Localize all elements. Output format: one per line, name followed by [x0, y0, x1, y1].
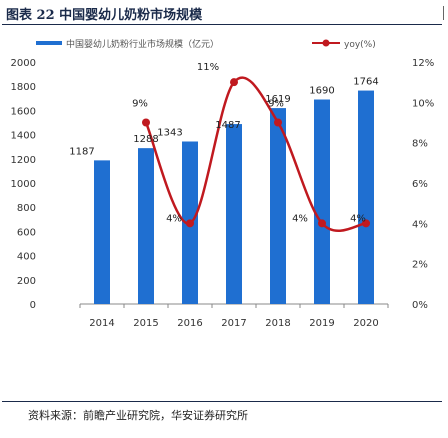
y-left-tick-label: 1200: [11, 155, 36, 166]
x-tick-label: 2018: [265, 318, 290, 329]
bar-value-label: 1288: [133, 134, 158, 145]
x-tick-label: 2016: [177, 318, 202, 329]
legend: 中国婴幼儿奶粉行业市场规模（亿元） yoy(%): [36, 38, 376, 50]
y-left-tick-label: 800: [17, 203, 36, 214]
y-left-tick-label: 200: [17, 276, 36, 287]
title-rule: [2, 24, 442, 25]
y-right-tick-label: 4%: [412, 219, 428, 230]
legend-bar-swatch: [36, 41, 62, 45]
y-right-tick-label: 12%: [412, 58, 434, 69]
yoy-value-label: 9%: [132, 99, 148, 110]
y-right-tick-label: 0%: [412, 300, 428, 311]
x-tick-label: 2017: [221, 318, 246, 329]
y-right-tick-label: 10%: [412, 98, 434, 109]
x-tick-label: 2014: [89, 318, 114, 329]
figure-title: 图表 22 中国婴幼儿奶粉市场规模: [6, 8, 203, 23]
y-left-tick-label: 1800: [11, 82, 36, 93]
y-left-tick-label: 400: [17, 252, 36, 263]
legend-line-label: yoy(%): [344, 40, 376, 50]
bar-value-label: 1187: [69, 146, 94, 157]
yoy-point-2019: [318, 219, 326, 228]
legend-bar-label: 中国婴幼儿奶粉行业市场规模（亿元）: [66, 38, 219, 50]
yoy-value-label: 9%: [268, 99, 284, 110]
bar-value-label: 1619: [265, 94, 290, 105]
y-right-tick-label: 2%: [412, 260, 428, 271]
y-right-tick-label: 6%: [412, 179, 428, 190]
source-note: 资料来源：前瞻产业研究院，华安证券研究所: [28, 409, 248, 422]
y-left-tick-label: 1000: [11, 179, 36, 190]
yoy-point-2017: [230, 78, 238, 87]
bar-value-label: 1690: [309, 86, 334, 97]
y-left-tick-label: 600: [17, 227, 36, 238]
y-left-tick-label: 1400: [11, 131, 36, 142]
bar-value-label: 1343: [157, 127, 182, 138]
bar-2015: [138, 148, 154, 304]
y-left-tick-label: 1600: [11, 106, 36, 117]
yoy-point-2018: [274, 118, 282, 127]
bar-2020: [358, 90, 374, 304]
yoy-point-2020: [362, 219, 370, 228]
x-tick-label: 2019: [309, 318, 334, 329]
y-left-tick-label: 2000: [11, 58, 36, 69]
y-right-tick-label: 8%: [412, 139, 428, 150]
bar-2014: [94, 160, 110, 304]
chart: 中国婴幼儿奶粉行业市场规模（亿元） yoy(%) 0 200 400 600 800 10…: [11, 38, 435, 329]
yoy-line-path: [144, 76, 367, 232]
y-left-tick-label: 0: [30, 300, 36, 311]
bar-value-label: 1764: [353, 77, 378, 88]
yoy-point-2016: [186, 219, 194, 228]
yoy-line: [142, 76, 370, 232]
x-tick-label: 2020: [353, 318, 378, 329]
bar-2019: [314, 99, 330, 304]
bar-value-label: 1487: [215, 120, 240, 131]
bars: [94, 90, 374, 304]
right-edge-marker: [443, 6, 444, 20]
bar-2017: [226, 124, 242, 304]
source-rule: [2, 401, 442, 402]
yoy-point-2015: [142, 118, 150, 127]
bar-2018: [270, 108, 286, 304]
yoy-value-label: 4%: [292, 213, 308, 224]
yoy-value-label: 4%: [350, 213, 366, 224]
axes: 0 200 400 600 800 1000 1200 1400 1600 1800 2000 0% 2…: [11, 58, 435, 329]
yoy-value-label: 4%: [166, 213, 182, 224]
x-tick-label: 2015: [133, 318, 158, 329]
yoy-value-label: 11%: [197, 62, 219, 73]
legend-line-marker: [322, 39, 330, 47]
